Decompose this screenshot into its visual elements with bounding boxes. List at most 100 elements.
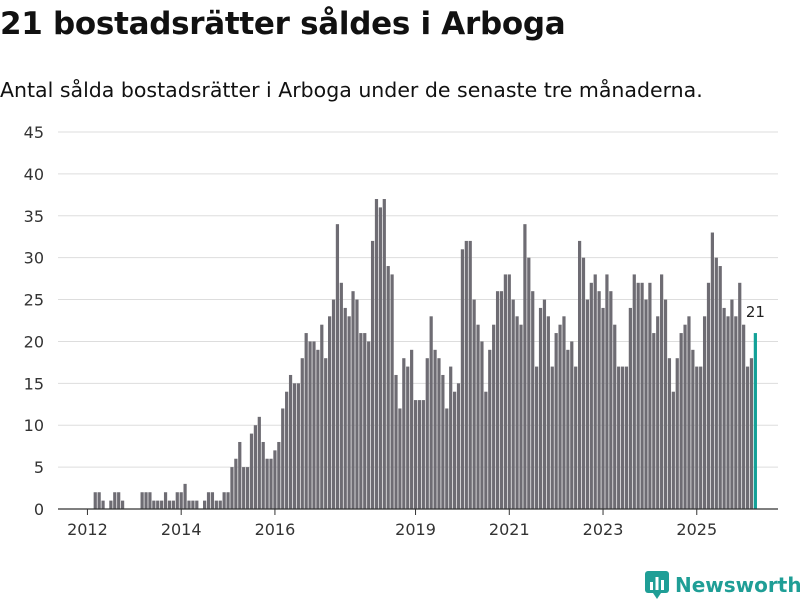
bar (308, 341, 312, 509)
bar (488, 349, 492, 509)
bar-highlight (753, 333, 757, 509)
bar (648, 282, 652, 509)
bar (726, 316, 730, 509)
bar (328, 316, 332, 509)
bar (413, 400, 418, 509)
bar (702, 316, 707, 509)
bar (367, 341, 371, 509)
bar (535, 366, 539, 509)
bar (683, 324, 687, 509)
y-tick-label: 0 (34, 500, 44, 519)
bar (245, 467, 250, 509)
newsworthy-logo-icon (645, 571, 669, 599)
bar (445, 408, 449, 509)
bar (351, 291, 355, 509)
bar (749, 358, 754, 509)
bar (577, 240, 582, 509)
bar (527, 257, 531, 509)
bar (503, 274, 507, 509)
bar (238, 441, 242, 509)
bar (656, 316, 660, 509)
y-tick-label: 10 (24, 416, 44, 435)
y-tick-label: 35 (24, 207, 44, 226)
bar (511, 299, 515, 509)
bar (562, 316, 566, 509)
bar (570, 341, 574, 509)
bar (230, 467, 234, 509)
y-tick-label: 15 (24, 374, 44, 393)
bar (331, 299, 336, 509)
bar (417, 400, 422, 509)
bar (566, 349, 570, 509)
bar (265, 458, 269, 509)
bar (316, 349, 320, 509)
bar (722, 307, 726, 509)
bar (499, 291, 504, 509)
y-tick-label: 45 (24, 123, 44, 142)
bar (410, 349, 414, 509)
bar (304, 333, 308, 509)
bar (183, 483, 187, 509)
bar (679, 333, 683, 509)
bar (687, 316, 691, 509)
bar (538, 307, 543, 509)
bar (601, 307, 605, 509)
bar (667, 358, 672, 509)
bar (644, 299, 648, 509)
x-tick-label: 2016 (255, 520, 296, 539)
bar (742, 324, 746, 509)
bar (191, 500, 195, 509)
bar (281, 408, 285, 509)
bar (187, 500, 191, 509)
bar (660, 274, 664, 509)
bar (460, 249, 465, 510)
y-tick-label: 30 (24, 249, 44, 268)
bar (320, 324, 324, 509)
bar (386, 266, 390, 509)
bar (495, 291, 500, 509)
bar (609, 291, 613, 509)
x-tick-label: 2019 (395, 520, 436, 539)
bar (480, 341, 484, 509)
bar (117, 492, 121, 509)
bar (210, 492, 215, 509)
bar (175, 492, 179, 509)
y-tick-label: 5 (34, 458, 44, 477)
bar (93, 492, 97, 509)
bar (542, 299, 547, 509)
x-tick-label: 2023 (583, 520, 624, 539)
bar (745, 366, 750, 509)
chart-title: 21 bostadsrätter såldes i Arboga (0, 6, 566, 42)
bar (472, 299, 476, 509)
bar (167, 500, 172, 509)
bar (507, 274, 511, 509)
bar (706, 282, 711, 509)
bar (214, 500, 218, 509)
bar (464, 240, 468, 509)
bar (663, 299, 668, 509)
bar (222, 492, 226, 509)
bar (163, 492, 168, 509)
bar (554, 333, 558, 509)
bar (269, 458, 273, 509)
bar (671, 391, 675, 509)
bar (710, 232, 714, 509)
bar (456, 383, 461, 509)
bar (515, 316, 519, 509)
x-tick-label: 2014 (161, 520, 202, 539)
bar (632, 274, 636, 509)
bar (581, 257, 586, 509)
bar (277, 441, 281, 509)
bar (140, 492, 144, 509)
bar (492, 324, 496, 509)
bar (597, 291, 601, 509)
bar (402, 358, 406, 509)
bar (593, 274, 597, 509)
bar (273, 450, 277, 509)
bar (218, 500, 222, 509)
bar (718, 266, 722, 509)
y-tick-label: 25 (24, 291, 44, 310)
bar (249, 433, 254, 509)
bar (636, 282, 640, 509)
bar (574, 366, 578, 509)
